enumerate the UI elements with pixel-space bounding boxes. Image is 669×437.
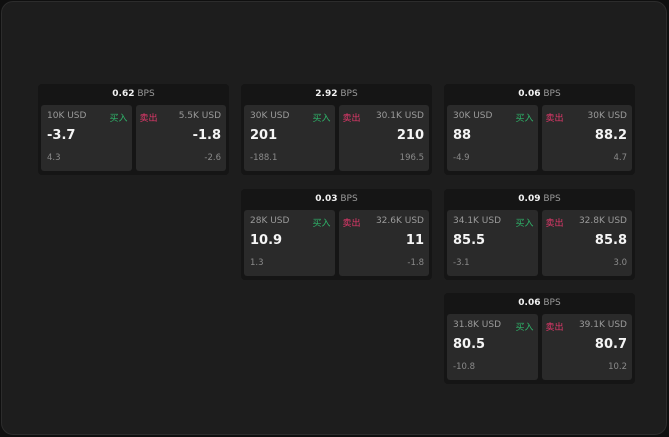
sell-size: 32.6K USD [375,216,424,226]
sell-price: 11 [405,233,424,248]
sell-price: 210 [396,128,424,143]
quote-widget: 0.06 BPS 30K USD 买入 88 -4.9 卖出 30K USD 8… [444,84,635,175]
buy-change: 1.3 [250,258,264,268]
sell-price: 88.2 [594,128,627,143]
spread-header: 0.03 BPS [241,189,432,210]
buy-label: 买入 [109,114,128,124]
sell-label: 卖出 [545,114,564,124]
sell-label: 卖出 [545,323,564,333]
buy-change: -10.8 [453,362,475,372]
buy-label: 买入 [312,114,331,124]
buy-price: 88 [453,128,472,143]
buy-panel[interactable]: 10K USD 买入 -3.7 4.3 [41,105,132,171]
buy-price: -3.7 [47,128,76,143]
buy-panel[interactable]: 34.1K USD 买入 85.5 -3.1 [447,210,538,276]
buy-label: 买入 [515,114,534,124]
buy-size: 30K USD [250,111,290,121]
sell-change: 4.7 [613,153,627,163]
spread-unit: BPS [340,194,358,204]
sell-panel[interactable]: 卖出 32.6K USD 11 -1.8 [338,210,429,276]
sell-size: 30.1K USD [375,111,424,121]
spread-header: 0.06 BPS [444,84,635,105]
spread-value: 0.62 [112,89,135,99]
sell-panel[interactable]: 卖出 30.1K USD 210 196.5 [338,105,429,171]
buy-label: 买入 [515,323,534,333]
spread-unit: BPS [543,298,561,308]
quote-widget: 0.03 BPS 28K USD 买入 10.9 1.3 卖出 32.6K US… [241,189,432,280]
buy-change: -3.1 [453,258,470,268]
buy-size: 31.8K USD [453,320,502,330]
sell-change: 10.2 [608,362,627,372]
sell-size: 30K USD [587,111,627,121]
spread-unit: BPS [543,89,561,99]
spread-value: 2.92 [315,89,338,99]
sell-price: 80.7 [594,337,627,352]
sell-panel[interactable]: 卖出 39.1K USD 80.7 10.2 [541,314,632,380]
buy-price: 80.5 [453,337,486,352]
buy-panel[interactable]: 30K USD 买入 88 -4.9 [447,105,538,171]
sell-size: 5.5K USD [178,111,221,121]
quote-widget: 2.92 BPS 30K USD 买入 201 -188.1 卖出 30.1K … [241,84,432,175]
buy-price: 201 [250,128,278,143]
sell-change: 196.5 [399,153,424,163]
sell-label: 卖出 [342,219,361,229]
spread-header: 0.62 BPS [38,84,229,105]
spread-value: 0.06 [518,298,541,308]
spread-value: 0.03 [315,194,338,204]
spread-header: 0.06 BPS [444,293,635,314]
buy-panel[interactable]: 31.8K USD 买入 80.5 -10.8 [447,314,538,380]
spread-unit: BPS [137,89,155,99]
quote-widget: 0.09 BPS 34.1K USD 买入 85.5 -3.1 卖出 32.8K… [444,189,635,280]
sell-panel[interactable]: 卖出 30K USD 88.2 4.7 [541,105,632,171]
sell-change: 3.0 [613,258,627,268]
spread-value: 0.06 [518,89,541,99]
buy-panel[interactable]: 28K USD 买入 10.9 1.3 [244,210,335,276]
sell-price: 85.8 [594,233,627,248]
buy-change: -4.9 [453,153,470,163]
buy-panel[interactable]: 30K USD 买入 201 -188.1 [244,105,335,171]
spread-header: 2.92 BPS [241,84,432,105]
sell-label: 卖出 [545,219,564,229]
buy-label: 买入 [312,219,331,229]
sell-panel[interactable]: 卖出 5.5K USD -1.8 -2.6 [135,105,226,171]
buy-size: 28K USD [250,216,290,226]
buy-change: 4.3 [47,153,61,163]
sell-price: -1.8 [192,128,221,143]
sell-change: -2.6 [204,153,221,163]
sell-change: -1.8 [407,258,424,268]
buy-price: 85.5 [453,233,486,248]
sell-label: 卖出 [342,114,361,124]
quote-widget: 0.62 BPS 10K USD 买入 -3.7 4.3 卖出 5.5K USD… [38,84,229,175]
spread-header: 0.09 BPS [444,189,635,210]
sell-label: 卖出 [139,114,158,124]
buy-size: 34.1K USD [453,216,502,226]
buy-size: 10K USD [47,111,87,121]
buy-label: 买入 [515,219,534,229]
spread-value: 0.09 [518,194,541,204]
quote-widget: 0.06 BPS 31.8K USD 买入 80.5 -10.8 卖出 39.1… [444,293,635,384]
buy-price: 10.9 [250,233,283,248]
buy-change: -188.1 [250,153,278,163]
sell-panel[interactable]: 卖出 32.8K USD 85.8 3.0 [541,210,632,276]
spread-unit: BPS [340,89,358,99]
spread-unit: BPS [543,194,561,204]
sell-size: 32.8K USD [578,216,627,226]
sell-size: 39.1K USD [578,320,627,330]
buy-size: 30K USD [453,111,493,121]
